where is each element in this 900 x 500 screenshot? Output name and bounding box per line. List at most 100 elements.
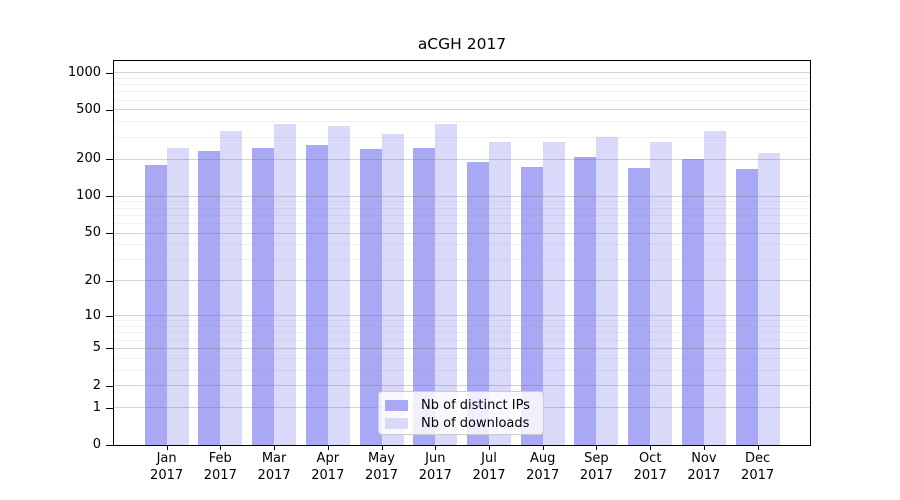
x-tick-month: Jun bbox=[425, 451, 446, 466]
bar-ips-feb bbox=[198, 151, 221, 445]
x-tick-month: May bbox=[368, 451, 395, 466]
gridline bbox=[114, 77, 810, 79]
y-tick-mark bbox=[106, 445, 113, 446]
y-tick-label: 10 bbox=[84, 307, 101, 323]
x-tick-year: 2017 bbox=[257, 467, 291, 483]
x-tick-mark bbox=[166, 446, 168, 450]
bar-downloads-sep bbox=[596, 137, 619, 445]
y-tick-mark bbox=[106, 159, 113, 161]
x-tick-label-dec: Dec 2017 bbox=[726, 451, 790, 484]
x-tick-mark bbox=[757, 446, 759, 450]
y-tick-mark bbox=[106, 233, 113, 235]
x-tick-mark bbox=[274, 446, 276, 450]
x-tick-label-jun: Jun 2017 bbox=[403, 451, 467, 484]
gridline bbox=[114, 84, 810, 86]
x-tick-month: Oct bbox=[638, 451, 662, 466]
x-tick-mark bbox=[650, 446, 652, 450]
x-tick-mark bbox=[220, 446, 222, 450]
y-tick-mark bbox=[106, 196, 113, 198]
bar-downloads-apr bbox=[327, 126, 350, 445]
bar-downloads-nov bbox=[703, 131, 726, 445]
x-tick-year: 2017 bbox=[150, 467, 184, 483]
x-tick-mark bbox=[489, 446, 490, 450]
bar-downloads-jun bbox=[435, 124, 458, 445]
x-tick-month: Feb bbox=[208, 451, 232, 466]
legend-swatch-downloads bbox=[385, 417, 408, 429]
x-tick-year: 2017 bbox=[472, 467, 506, 483]
gridline bbox=[114, 99, 810, 101]
bar-ips-jan bbox=[144, 165, 167, 445]
y-tick-label: 20 bbox=[84, 272, 101, 288]
plot-area: Nb of distinct IPs Nb of downloads bbox=[113, 60, 811, 446]
legend-label: Nb of distinct IPs bbox=[421, 397, 530, 413]
bar-downloads-may bbox=[381, 133, 404, 445]
x-tick-month: Sep bbox=[584, 451, 609, 466]
x-tick-month: Nov bbox=[691, 451, 717, 466]
legend-entry: Nb of distinct IPs bbox=[385, 396, 543, 414]
y-tick-label: 200 bbox=[76, 151, 101, 167]
legend-swatch-distinct-ips bbox=[385, 399, 408, 411]
x-tick-year: 2017 bbox=[633, 467, 667, 483]
bar-ips-jul bbox=[466, 161, 489, 445]
y-tick-label: 1000 bbox=[67, 64, 101, 80]
x-tick-month: Dec bbox=[745, 451, 771, 466]
bar-ips-mar bbox=[252, 148, 275, 445]
chart-title: aCGH 2017 bbox=[417, 35, 507, 53]
bar-downloads-jul bbox=[488, 142, 511, 445]
x-tick-month: Aug bbox=[529, 451, 556, 466]
y-tick-mark bbox=[106, 280, 113, 282]
x-tick-year: 2017 bbox=[579, 467, 613, 483]
legend-entry: Nb of downloads bbox=[385, 414, 543, 432]
bar-downloads-feb bbox=[220, 131, 243, 445]
bar-downloads-aug bbox=[542, 142, 565, 445]
y-tick-mark bbox=[106, 72, 113, 74]
bar-ips-may bbox=[359, 149, 382, 445]
bar-ips-aug bbox=[520, 166, 543, 445]
x-tick-label-feb: Feb 2017 bbox=[188, 451, 252, 484]
y-tick-mark bbox=[106, 315, 113, 317]
gridline bbox=[114, 121, 810, 123]
y-tick-mark bbox=[106, 407, 113, 409]
x-tick-label-aug: Aug 2017 bbox=[511, 451, 575, 484]
x-tick-month: Apr bbox=[316, 451, 340, 466]
bar-ips-sep bbox=[574, 157, 597, 445]
legend-label: Nb of downloads bbox=[421, 415, 530, 431]
y-tick-label: 0 bbox=[92, 437, 101, 452]
x-tick-label-mar: Mar 2017 bbox=[242, 451, 306, 484]
x-tick-label-oct: Oct 2017 bbox=[618, 451, 682, 484]
x-tick-label-jul: Jul 2017 bbox=[457, 451, 521, 484]
y-tick-label: 2 bbox=[92, 377, 101, 393]
x-tick-year: 2017 bbox=[418, 467, 452, 483]
x-tick-label-sep: Sep 2017 bbox=[564, 451, 628, 484]
x-tick-mark bbox=[596, 446, 598, 450]
x-tick-label-apr: Apr 2017 bbox=[296, 451, 360, 484]
bar-downloads-dec bbox=[757, 153, 780, 445]
y-tick-mark bbox=[106, 109, 113, 111]
x-tick-month: Mar bbox=[261, 451, 287, 466]
gridline bbox=[114, 72, 810, 74]
x-tick-mark bbox=[703, 446, 705, 450]
y-tick-label: 500 bbox=[76, 101, 101, 117]
x-tick-year: 2017 bbox=[526, 467, 560, 483]
x-tick-year: 2017 bbox=[203, 467, 237, 483]
bar-ips-jun bbox=[413, 148, 436, 445]
bar-ips-dec bbox=[735, 168, 758, 445]
x-tick-mark bbox=[327, 446, 329, 450]
bar-downloads-oct bbox=[650, 141, 673, 445]
x-tick-month: Jul bbox=[481, 451, 497, 466]
x-tick-mark bbox=[435, 446, 437, 450]
bar-downloads-jan bbox=[166, 148, 189, 445]
x-tick-year: 2017 bbox=[311, 467, 345, 483]
bar-ips-nov bbox=[681, 158, 704, 445]
x-tick-mark bbox=[542, 446, 544, 450]
legend: Nb of distinct IPs Nb of downloads bbox=[378, 391, 544, 435]
y-tick-label: 50 bbox=[84, 225, 101, 241]
y-tick-label: 5 bbox=[92, 340, 101, 356]
x-tick-month: Jan bbox=[156, 451, 177, 466]
y-tick-label: 1 bbox=[92, 399, 101, 415]
gridline bbox=[114, 109, 810, 111]
x-tick-label-may: May 2017 bbox=[350, 451, 414, 484]
gridline bbox=[114, 91, 810, 93]
y-tick-mark bbox=[106, 385, 113, 387]
